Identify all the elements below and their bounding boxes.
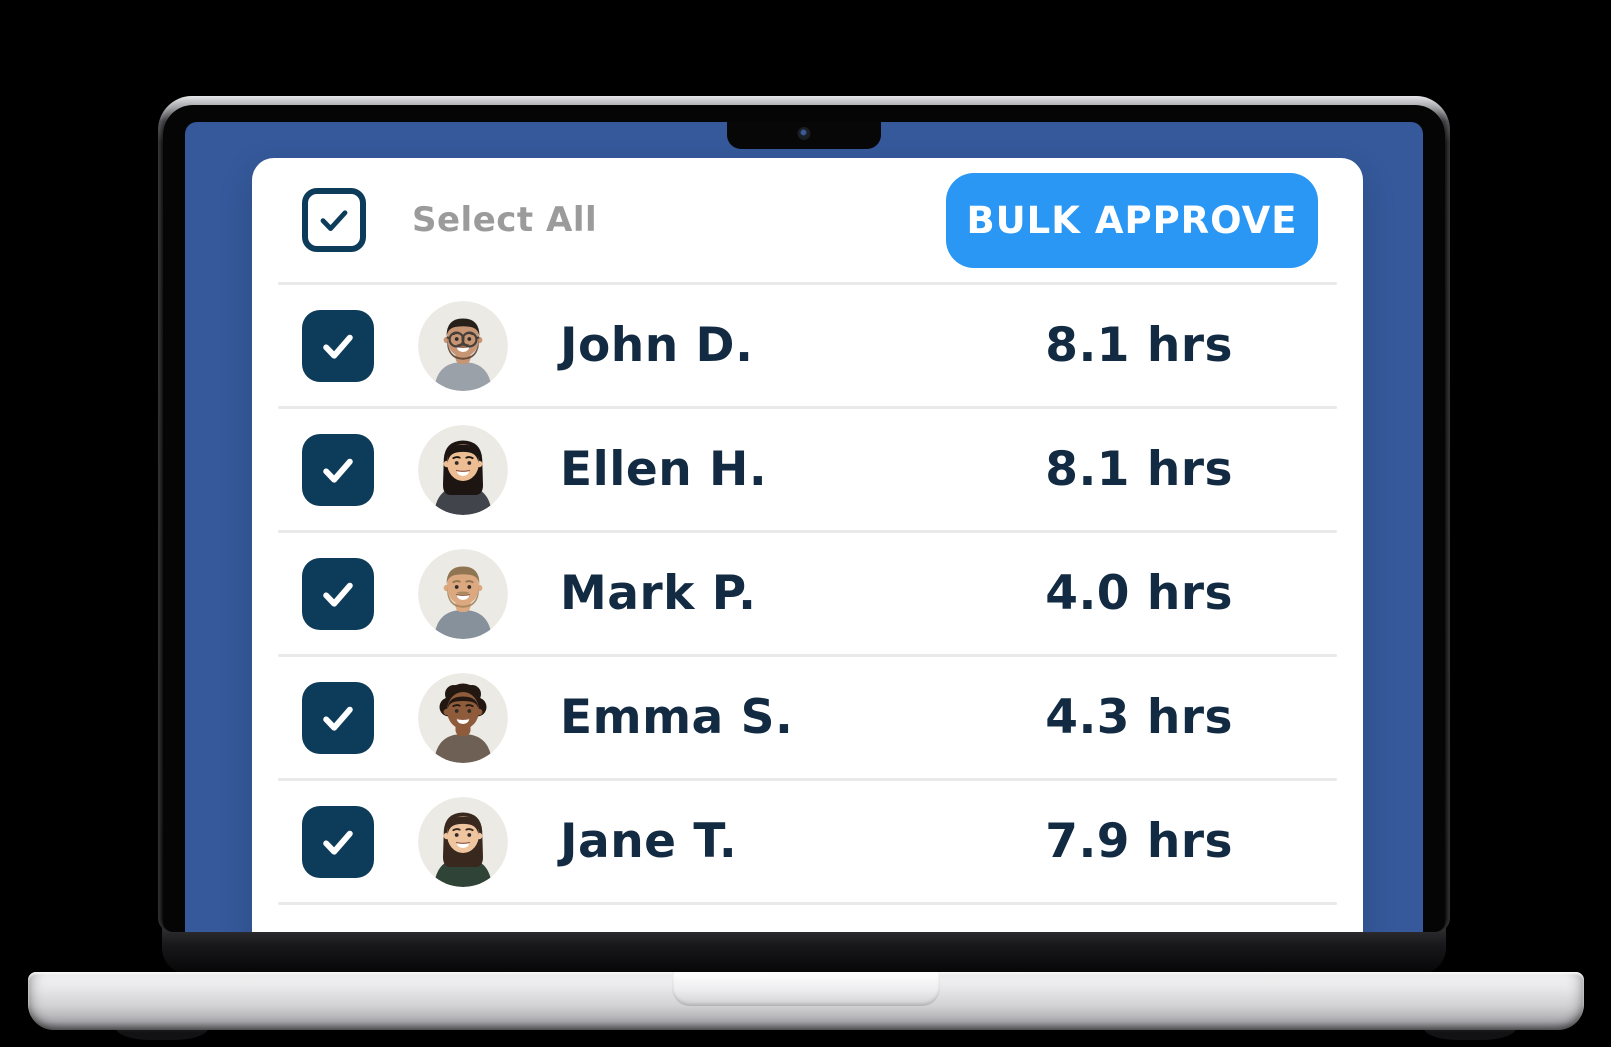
avatar — [418, 300, 508, 391]
hours-value: 8.1 hrs — [1045, 318, 1233, 373]
camera-dot — [797, 127, 811, 140]
check-icon — [323, 706, 353, 731]
check-icon — [323, 334, 353, 359]
camera-notch — [727, 122, 881, 149]
employee-name: Emma S. — [560, 690, 794, 745]
timesheet-list: John D. 8.1 hrs Ellen H. 8.1 hrs Mark P.… — [252, 285, 1363, 905]
row-checkbox[interactable] — [302, 805, 374, 878]
row-checkbox[interactable] — [302, 433, 374, 506]
list-header: Select All BULK APPROVE — [252, 158, 1363, 282]
timesheet-app-card: Select All BULK APPROVE John D. 8.1 hrs — [252, 158, 1363, 932]
bulk-approve-button[interactable]: BULK APPROVE — [946, 172, 1318, 268]
row-divider — [278, 530, 1337, 533]
timesheet-row: John D. 8.1 hrs — [252, 285, 1363, 406]
row-checkbox[interactable] — [302, 309, 374, 382]
employee-name: Jane T. — [560, 814, 738, 869]
screen: Select All BULK APPROVE John D. 8.1 hrs — [185, 122, 1423, 932]
row-divider — [278, 902, 1337, 905]
select-all-label: Select All — [412, 200, 598, 240]
row-checkbox[interactable] — [302, 557, 374, 630]
check-icon — [320, 210, 348, 231]
hours-value: 8.1 hrs — [1045, 442, 1233, 497]
employee-name: Mark P. — [560, 566, 757, 621]
hours-value: 4.0 hrs — [1045, 566, 1233, 621]
header-divider — [278, 282, 1337, 285]
hours-value: 7.9 hrs — [1045, 814, 1233, 869]
avatar — [418, 548, 508, 639]
laptop-hinge — [162, 926, 1446, 974]
timesheet-row: Jane T. 7.9 hrs — [252, 781, 1363, 902]
avatar — [418, 672, 508, 763]
select-all-checkbox[interactable] — [302, 188, 366, 252]
check-icon — [323, 582, 353, 607]
laptop-lid: Select All BULK APPROVE John D. 8.1 hrs — [158, 96, 1450, 932]
laptop-base — [28, 972, 1584, 1030]
timesheet-row: Mark P. 4.0 hrs — [252, 533, 1363, 654]
avatar — [418, 796, 508, 887]
timesheet-row: Ellen H. 8.1 hrs — [252, 409, 1363, 530]
check-icon — [323, 830, 353, 855]
row-divider — [278, 778, 1337, 781]
check-icon — [323, 458, 353, 483]
thumb-groove — [672, 972, 940, 1006]
row-divider — [278, 654, 1337, 657]
row-checkbox[interactable] — [302, 681, 374, 754]
employee-name: John D. — [560, 318, 754, 373]
avatar — [418, 424, 508, 515]
employee-name: Ellen H. — [560, 442, 768, 497]
screen-bezel: Select All BULK APPROVE John D. 8.1 hrs — [163, 105, 1445, 932]
timesheet-row: Emma S. 4.3 hrs — [252, 657, 1363, 778]
hours-value: 4.3 hrs — [1045, 690, 1233, 745]
row-divider — [278, 406, 1337, 409]
